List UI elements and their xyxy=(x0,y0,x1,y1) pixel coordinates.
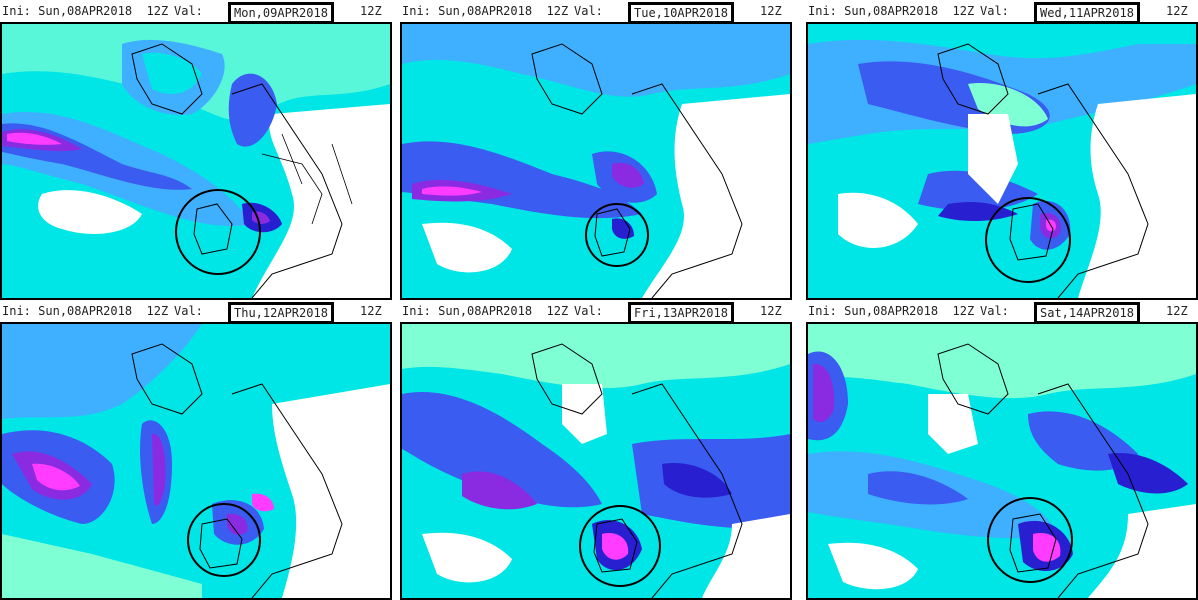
forecast-panel-1: Ini: Sun,08APR2018 12Z Val: Mon,09APR201… xyxy=(0,0,392,300)
valid-hour: 12Z xyxy=(760,4,782,18)
init-time-label: Ini: Sun,08APR2018 12Z xyxy=(808,4,975,18)
highlight-circle xyxy=(585,203,649,267)
highlight-circle xyxy=(985,197,1071,283)
valid-hour: 12Z xyxy=(1166,4,1188,18)
valid-hour: 12Z xyxy=(360,304,382,318)
valid-date-box: Mon,09APR2018 xyxy=(228,2,334,24)
valid-date-box: Tue,10APR2018 xyxy=(628,2,734,24)
forecast-panel-2: Ini: Sun,08APR2018 12Z Val: Tue,10APR201… xyxy=(400,0,792,300)
precipitation-map xyxy=(400,22,792,300)
init-time-label: Ini: Sun,08APR2018 12Z xyxy=(402,304,569,318)
forecast-panel-4: Ini: Sun,08APR2018 12Z Val: Thu,12APR201… xyxy=(0,300,392,600)
valid-label: Val: xyxy=(174,304,203,318)
highlight-circle xyxy=(987,497,1073,583)
valid-label: Val: xyxy=(174,4,203,18)
valid-date-box: Sat,14APR2018 xyxy=(1034,302,1140,324)
panel-header: Ini: Sun,08APR2018 12Z Val: Mon,09APR201… xyxy=(0,0,392,24)
highlight-circle xyxy=(579,505,661,587)
precipitation-map xyxy=(400,322,792,600)
panel-header: Ini: Sun,08APR2018 12Z Val: Wed,11APR201… xyxy=(806,0,1198,24)
init-time-label: Ini: Sun,08APR2018 12Z xyxy=(808,304,975,318)
valid-hour: 12Z xyxy=(760,304,782,318)
highlight-circle xyxy=(187,503,261,577)
panel-header: Ini: Sun,08APR2018 12Z Val: Fri,13APR201… xyxy=(400,300,792,324)
precipitation-map xyxy=(0,322,392,600)
init-time-label: Ini: Sun,08APR2018 12Z xyxy=(2,304,169,318)
valid-label: Val: xyxy=(574,304,603,318)
forecast-panel-5: Ini: Sun,08APR2018 12Z Val: Fri,13APR201… xyxy=(400,300,792,600)
valid-date-box: Wed,11APR2018 xyxy=(1034,2,1140,24)
valid-date-box: Fri,13APR2018 xyxy=(628,302,734,324)
valid-hour: 12Z xyxy=(360,4,382,18)
panel-header: Ini: Sun,08APR2018 12Z Val: Thu,12APR201… xyxy=(0,300,392,324)
valid-label: Val: xyxy=(980,4,1009,18)
highlight-circle xyxy=(175,189,261,275)
valid-hour: 12Z xyxy=(1166,304,1188,318)
precipitation-map xyxy=(0,22,392,300)
valid-label: Val: xyxy=(980,304,1009,318)
forecast-panel-3: Ini: Sun,08APR2018 12Z Val: Wed,11APR201… xyxy=(806,0,1198,300)
valid-date-box: Thu,12APR2018 xyxy=(228,302,334,324)
precipitation-map xyxy=(806,322,1198,600)
panel-header: Ini: Sun,08APR2018 12Z Val: Sat,14APR201… xyxy=(806,300,1198,324)
valid-label: Val: xyxy=(574,4,603,18)
init-time-label: Ini: Sun,08APR2018 12Z xyxy=(2,4,169,18)
init-time-label: Ini: Sun,08APR2018 12Z xyxy=(402,4,569,18)
forecast-panel-6: Ini: Sun,08APR2018 12Z Val: Sat,14APR201… xyxy=(806,300,1198,600)
precipitation-map xyxy=(806,22,1198,300)
panel-header: Ini: Sun,08APR2018 12Z Val: Tue,10APR201… xyxy=(400,0,792,24)
